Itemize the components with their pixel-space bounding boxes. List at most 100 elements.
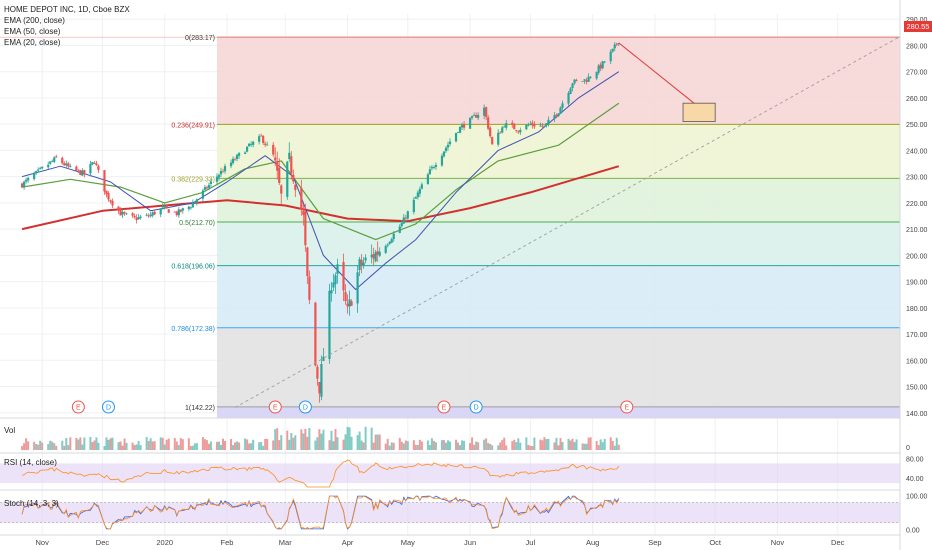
candle-body (501, 127, 504, 133)
candle-body (103, 170, 106, 192)
candle-body (35, 171, 38, 174)
indicator-panes (0, 417, 932, 536)
fib-zone (216, 265, 900, 328)
volume-bar (434, 442, 437, 450)
volume-bar (224, 440, 226, 450)
candle-body (223, 166, 227, 172)
volume-bar (569, 440, 572, 450)
candle-body (286, 161, 289, 197)
volume-bar (147, 440, 150, 450)
price-tick-label: 220.00 (906, 201, 928, 208)
candle-body (308, 276, 311, 300)
volume-bar (446, 440, 449, 450)
candle-body (189, 207, 192, 209)
symbol-title[interactable]: HOME DEPOT INC, 1D, Cboe BZX (4, 5, 130, 14)
candle-body (133, 216, 136, 218)
volume-pane-label[interactable]: Vol (4, 426, 16, 435)
candle-body (448, 141, 452, 145)
volume-bar (137, 441, 140, 450)
candle-body (581, 80, 584, 82)
candle-body (131, 213, 134, 216)
volume-bar (519, 442, 522, 450)
candle-body (207, 184, 211, 188)
rsi-pane-label[interactable]: RSI (14, close) (4, 458, 57, 467)
candle-body (145, 214, 148, 216)
volume-bar (455, 439, 458, 450)
candle-body (288, 152, 291, 160)
volume-bar (61, 440, 64, 450)
volume-bar (513, 439, 516, 450)
candle-body (485, 107, 488, 117)
candle-body (111, 200, 114, 206)
candle-body (497, 132, 500, 145)
price-tick-label: 170.00 (906, 332, 928, 339)
user-drawings[interactable] (234, 37, 899, 408)
volume-bar (541, 440, 544, 450)
candle-body (51, 160, 54, 162)
ema20-legend[interactable]: EMA (20, close) (4, 38, 61, 47)
dividend-letter: D (106, 405, 111, 412)
ema50-legend[interactable]: EMA (50, close) (4, 27, 61, 36)
volume-bar (193, 443, 196, 450)
time-tick-label: Dec (831, 538, 845, 547)
candle-body (109, 200, 112, 202)
candle-body (491, 137, 494, 145)
candle-body (276, 161, 279, 171)
volume-bar (575, 439, 578, 450)
candle-body (533, 124, 536, 127)
candle-body (135, 217, 138, 220)
volume-bar (69, 437, 72, 450)
volume-bar (471, 437, 474, 450)
time-tick-label: Jun (464, 538, 476, 547)
stoch-pane-label[interactable]: Stoch (14, 3, 3) (4, 499, 59, 508)
candle-body (93, 163, 96, 164)
candle-body (543, 125, 546, 127)
volume-bar (304, 428, 307, 450)
fib-level-label: 0.382(229.33) (171, 176, 215, 183)
earnings-icon (268, 400, 282, 414)
volume-bar (587, 437, 590, 450)
volume-bar (316, 437, 319, 450)
earnings-icon (71, 400, 85, 414)
candle-body (147, 215, 150, 217)
candle-body (165, 205, 168, 209)
volume-bar (294, 435, 297, 450)
candle-body (416, 192, 419, 198)
price-tick-label: 280.00 (906, 43, 928, 50)
volume-bar (503, 437, 506, 450)
volume-bar (109, 438, 112, 450)
time-tick-label: May (401, 538, 415, 547)
candle-body (191, 202, 194, 208)
volume-bar (181, 439, 184, 450)
volume-bar (428, 444, 431, 450)
candle-body (266, 144, 269, 146)
volume-bar (372, 442, 375, 450)
price-tick-label: 160.00 (906, 358, 928, 365)
candle-body (179, 209, 182, 212)
candle-body (384, 246, 387, 253)
earnings-icon (620, 400, 634, 414)
volume-bar (388, 445, 391, 450)
candle-body (477, 114, 480, 118)
candle-body (360, 259, 363, 266)
candle-body (611, 48, 614, 52)
volume-bar (236, 441, 239, 450)
fibonacci-retracement[interactable]: 0(283.17) 0.236(249.91) 0.382(229.33) 0.5(2… (0, 35, 900, 418)
volume-bar (221, 438, 224, 450)
candle-body (149, 214, 152, 217)
candle-body (597, 65, 600, 73)
candle-body (33, 173, 36, 179)
candle-body (153, 211, 156, 215)
candle-body (274, 157, 277, 161)
volume-bar (159, 437, 162, 450)
candle-body (388, 241, 391, 244)
ema200-legend[interactable]: EMA (200, close) (4, 16, 65, 25)
volume-bar (250, 443, 253, 450)
candle-body (585, 80, 588, 82)
volume-bar (356, 435, 359, 450)
volume-bar (167, 438, 170, 450)
time-tick-label: 2020 (156, 538, 173, 547)
volume-bar (617, 444, 620, 450)
